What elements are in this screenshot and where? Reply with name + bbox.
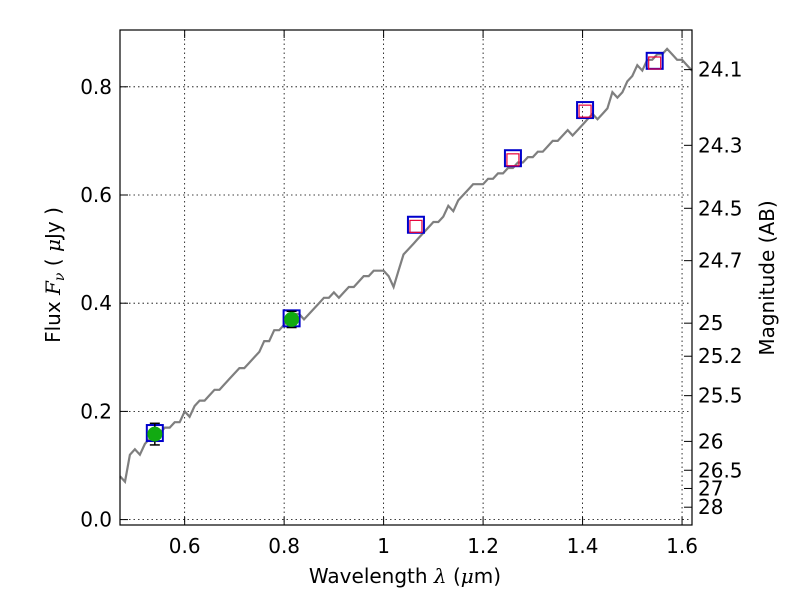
spectrum-series — [119, 47, 693, 485]
grid-lines — [120, 30, 692, 525]
right-tick-label: 24.3 — [698, 133, 743, 157]
right-tick-label: 24.1 — [698, 58, 743, 82]
x-tick-label: 1 — [377, 534, 390, 558]
spectrum-line — [119, 47, 693, 485]
right-tick-label: 27 — [698, 476, 723, 500]
observed-point-marker — [284, 311, 300, 327]
right-tick-label: 28 — [698, 495, 723, 519]
model-point-inner-marker — [409, 219, 423, 233]
y-axis-left-title: Flux Fν ( μJy ) — [41, 207, 68, 343]
right-tick-label: 24.7 — [698, 249, 743, 273]
x-tick-label: 0.8 — [268, 534, 300, 558]
y-tick-label: 0.2 — [80, 399, 112, 423]
axis-ticks: 0.6 0.8 1 1.2 1.4 1.6 0.0 0.2 0.4 0.6 0.8 24.1 24.3 2… — [80, 30, 743, 558]
y-axis-right-title: Magnitude (AB) — [755, 200, 779, 355]
plot-frame — [119, 29, 693, 526]
model-point-inner-marker — [578, 104, 592, 118]
y-tick-label: 0.8 — [80, 75, 112, 99]
right-tick-label: 25.2 — [698, 344, 743, 368]
model-point-inner-marker — [648, 56, 662, 70]
model-points — [145, 51, 664, 443]
right-tick-label: 24.5 — [698, 196, 743, 220]
x-tick-label: 1.2 — [467, 534, 499, 558]
right-tick-label: 26 — [698, 429, 723, 453]
x-tick-label: 1.4 — [567, 534, 599, 558]
right-tick-label: 25.5 — [698, 384, 743, 408]
model-point-inner-marker — [506, 153, 520, 167]
y-tick-label: 0.6 — [80, 183, 112, 207]
right-tick-label: 25 — [698, 311, 723, 335]
y-tick-label: 0.0 — [80, 508, 112, 532]
x-tick-label: 1.6 — [666, 534, 698, 558]
observed-points — [147, 310, 300, 446]
y-tick-label: 0.4 — [80, 291, 112, 315]
model-point-marker — [576, 101, 595, 120]
right-tick-label: 26.5 — [698, 458, 743, 482]
observed-point-marker — [147, 426, 163, 442]
x-axis-title: Wavelength λ (μm) — [309, 564, 501, 588]
x-tick-label: 0.6 — [169, 534, 201, 558]
